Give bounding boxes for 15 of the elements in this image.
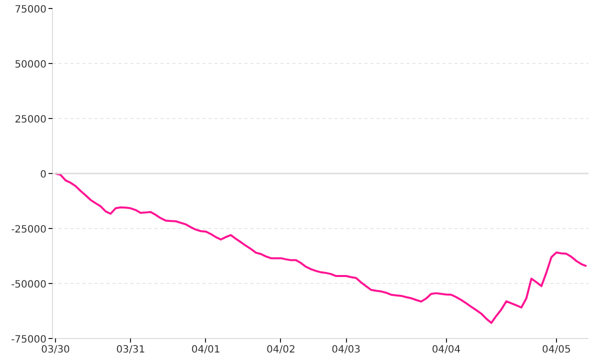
y-tick-label: 75000 xyxy=(14,4,46,16)
y-tick-label: 0 xyxy=(40,170,47,180)
y-tick-label: 50000 xyxy=(14,60,46,70)
x-tick-label: 03/31 xyxy=(116,344,146,356)
y-tick-label: 25000 xyxy=(14,114,46,126)
x-tick-label: 04/03 xyxy=(332,344,360,356)
x-tick-label: 04/04 xyxy=(432,344,461,356)
y-tick-label: -50000 xyxy=(11,280,46,290)
x-tick-label: 04/02 xyxy=(266,344,296,356)
y-tick-label: -75000 xyxy=(11,334,46,346)
x-tick-label: 04/05 xyxy=(542,344,571,356)
x-tick-label: 04/01 xyxy=(191,344,220,356)
x-tick-label: 03/30 xyxy=(41,344,70,356)
line-series xyxy=(54,172,588,324)
y-tick-label: -25000 xyxy=(11,224,46,236)
